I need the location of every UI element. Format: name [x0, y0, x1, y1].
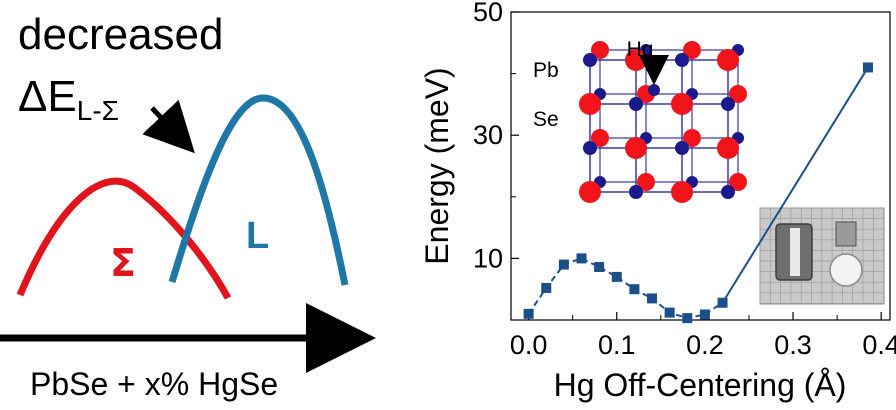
se-atom: [591, 129, 609, 147]
pb-atom: [721, 97, 735, 111]
se-atom: [671, 93, 693, 115]
y-tick-label: 50: [473, 0, 503, 27]
crystal-structure-inset: [579, 41, 747, 203]
data-point: [576, 253, 587, 264]
se-atom: [579, 181, 601, 203]
x-axis: 0.0 0.1 0.2 0.3 0.4: [510, 312, 896, 360]
ingot-highlight: [790, 228, 800, 276]
hg-atom: [648, 84, 660, 96]
se-atom: [729, 173, 747, 191]
pb-atom: [629, 185, 643, 199]
data-point: [558, 259, 569, 270]
pb-atom: [675, 141, 689, 155]
pb-label: Pb: [533, 59, 559, 82]
se-atom: [637, 173, 655, 191]
data-point: [647, 293, 658, 304]
se-atom: [717, 137, 739, 159]
hg-label: Hg: [627, 38, 654, 61]
pb-atom: [583, 141, 597, 155]
data-point: [594, 262, 605, 273]
se-label: Se: [533, 108, 559, 131]
sigma-label: Σ: [110, 241, 136, 285]
plot-frame: [510, 11, 891, 321]
data-point: [717, 297, 728, 308]
pb-atom: [629, 97, 643, 111]
pb-atom: [583, 53, 597, 67]
y-axis: 10 30 50: [473, 0, 519, 273]
se-atom: [729, 85, 747, 103]
data-point: [862, 62, 873, 73]
x-tick-label: 0.4: [862, 330, 896, 360]
data-point: [611, 271, 622, 282]
band-diagram: Σ L: [0, 94, 376, 373]
x-tick-label: 0.2: [686, 330, 724, 360]
l-label: L: [246, 215, 269, 257]
composition-label: PbSe + x% HgSe: [30, 366, 279, 402]
pointing-arrow: [142, 99, 195, 154]
se-atom: [591, 41, 609, 59]
y-axis-title: Energy (meV): [419, 67, 455, 264]
x-axis-title: Hg Off-Centering (Å): [554, 367, 847, 403]
sample-photo-inset: [759, 207, 885, 305]
pb-atom: [721, 185, 735, 199]
se-atom: [579, 93, 601, 115]
headline-text: decreased: [18, 10, 224, 59]
data-point: [682, 313, 693, 324]
flat-sample: [835, 221, 857, 247]
se-atom: [683, 129, 701, 147]
se-atom: [717, 49, 739, 71]
data-point: [664, 307, 675, 318]
pb-atom: [675, 53, 689, 67]
delta-symbol: ΔE: [18, 72, 77, 121]
x-tick-label: 0.3: [774, 330, 812, 360]
disc-sample: [829, 253, 863, 287]
data-point: [523, 308, 534, 319]
delta-energy-label: ΔEL-Σ: [18, 74, 119, 134]
inset-labels: Hg Pb Se: [533, 38, 669, 131]
sigma-band-curve: [16, 177, 232, 300]
data-point: [629, 284, 640, 295]
x-tick-label: 0.1: [598, 330, 636, 360]
data-point: [541, 282, 552, 293]
x-tick-label: 0.0: [510, 330, 548, 360]
y-tick-label: 30: [473, 120, 503, 150]
data-point: [699, 309, 710, 320]
plot-area: 10 30 50 0.0 0.1 0.2 0.3 0.4 Energy (meV) Hg O…: [419, 0, 896, 403]
se-atom: [683, 41, 701, 59]
delta-subscript: L-Σ: [76, 95, 119, 126]
se-atom: [671, 181, 693, 203]
y-tick-label: 10: [473, 243, 503, 273]
series-solid-segment: [721, 66, 869, 304]
l-band-curve: [168, 94, 349, 286]
band-schematic-panel: decreased ΔEL-Σ PbSe + x% HgSe: [0, 0, 400, 410]
series-dashed-segment: [527, 257, 724, 320]
se-atom: [625, 137, 647, 159]
energy-series: [523, 62, 873, 324]
